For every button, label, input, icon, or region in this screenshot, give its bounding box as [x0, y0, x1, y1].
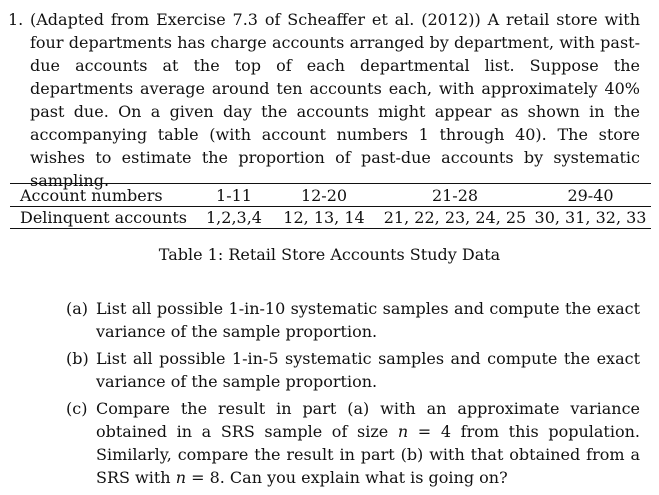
- part-text: Compare the result in part (a) with an a…: [96, 399, 640, 441]
- row-label: Account numbers: [10, 183, 200, 207]
- accounts-table: Account numbers 1-11 12-20 21-28 29-40 D…: [10, 183, 651, 229]
- table-cell: 21, 22, 23, 24, 25: [383, 208, 527, 227]
- question-parts: (a) List all possible 1-in-10 systematic…: [66, 297, 640, 493]
- part-text: List all possible 1-in-5 systematic samp…: [96, 349, 640, 391]
- table-cell: 1,2,3,4: [206, 208, 262, 227]
- table-cell: 1-11: [200, 183, 268, 207]
- math-variable: n: [397, 422, 409, 441]
- part-text: = 4 from this population. Similarly, com…: [96, 422, 640, 487]
- part-text: = 8. Can you explain what is going on?: [186, 468, 508, 487]
- table-cell: 21-28: [380, 183, 530, 207]
- row-label: Delinquent accounts: [20, 208, 188, 227]
- part-b: (b) List all possible 1-in-5 systematic …: [66, 347, 640, 393]
- part-text: List all possible 1-in-10 systematic sam…: [96, 299, 640, 341]
- table-caption: Table 1: Retail Store Accounts Study Dat…: [158, 245, 501, 264]
- part-label: (a): [66, 299, 89, 318]
- part-label: (b): [66, 349, 89, 368]
- part-a: (a) List all possible 1-in-10 systematic…: [66, 297, 640, 343]
- problem-text: (Adapted from Exercise 7.3 of Scheaffer …: [30, 10, 640, 190]
- table-cell: 29-40: [530, 183, 651, 207]
- table-cell: 30, 31, 32, 33: [534, 208, 647, 227]
- problem-number: 1.: [8, 10, 24, 29]
- table-cell: 12-20: [268, 183, 380, 207]
- math-variable: n: [175, 468, 186, 487]
- table-cell: 12, 13, 14: [283, 208, 365, 227]
- table-row: Account numbers 1-11 12-20 21-28 29-40: [10, 183, 651, 207]
- part-c: (c) Compare the result in part (a) with …: [66, 397, 640, 489]
- table-row: Delinquent accounts 1,2,3,4 12, 13, 14 2…: [10, 207, 651, 229]
- part-label: (c): [66, 399, 88, 418]
- problem-statement: 1. (Adapted from Exercise 7.3 of Scheaff…: [8, 8, 640, 192]
